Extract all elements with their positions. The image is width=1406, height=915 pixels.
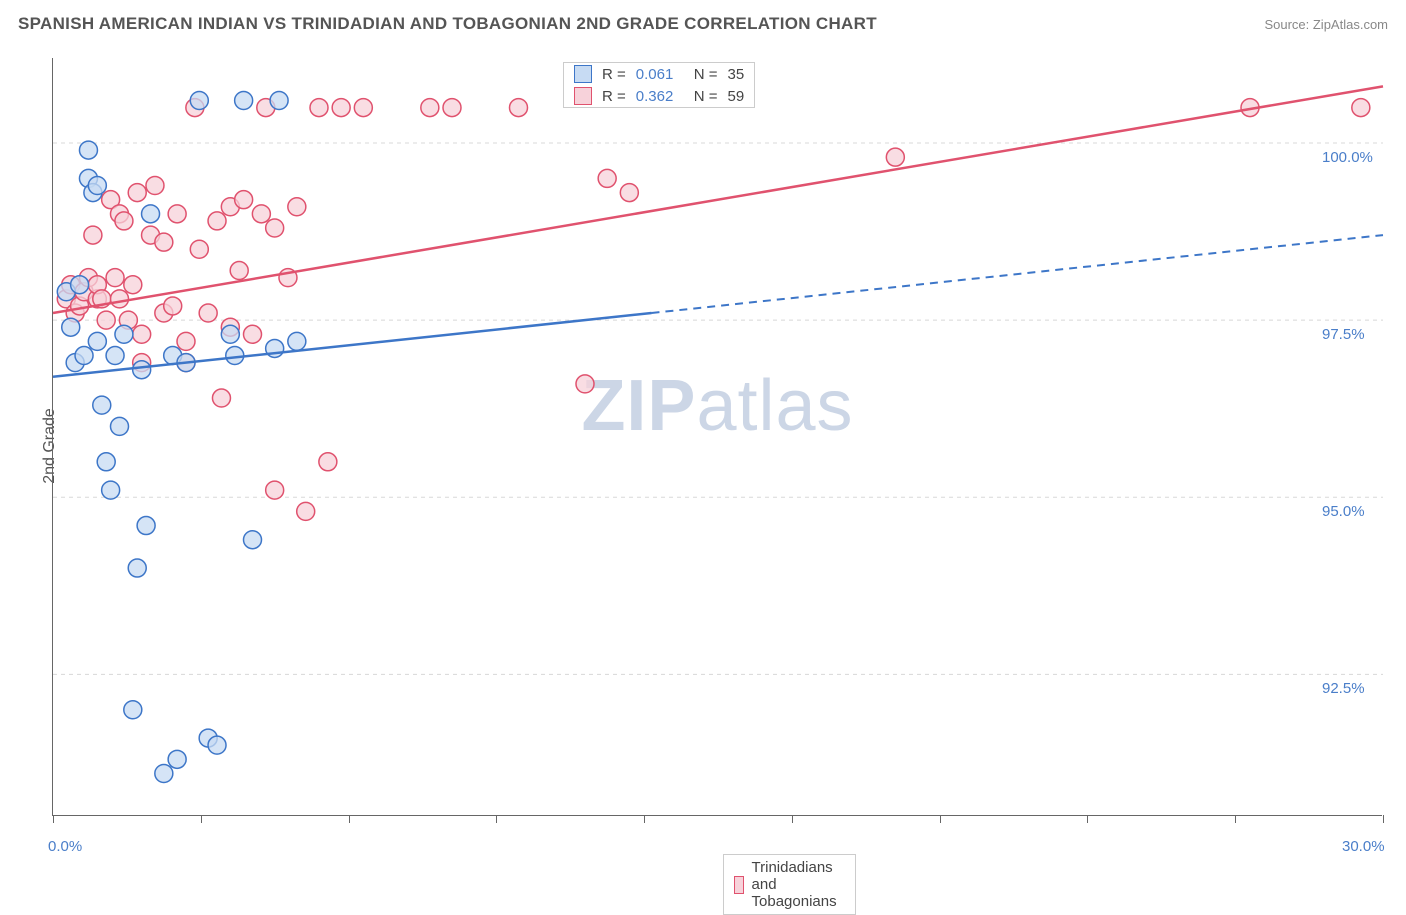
- legend-swatch: [734, 876, 744, 894]
- chart-title: SPANISH AMERICAN INDIAN VS TRINIDADIAN A…: [18, 14, 877, 34]
- x-tick-label: 0.0%: [48, 838, 82, 855]
- x-tick-label: 30.0%: [1342, 838, 1385, 855]
- chart-svg: [53, 58, 1382, 815]
- x-tick: [1235, 815, 1236, 823]
- x-tick: [201, 815, 202, 823]
- stat-r-value: 0.362: [636, 88, 684, 105]
- y-tick-label: 92.5%: [1322, 680, 1365, 697]
- y-tick-label: 97.5%: [1322, 326, 1365, 343]
- source-label: Source: ZipAtlas.com: [1264, 17, 1388, 32]
- stat-n-value: 35: [728, 66, 745, 83]
- stats-row: R = 0.061 N = 35: [564, 63, 754, 85]
- stat-n-label: N =: [694, 66, 718, 83]
- x-tick: [1383, 815, 1384, 823]
- legend-item: Trinidadians and Tobagonians: [723, 854, 856, 915]
- y-tick-label: 100.0%: [1322, 149, 1373, 166]
- stat-n-value: 59: [728, 88, 745, 105]
- x-tick: [940, 815, 941, 823]
- stat-r-label: R =: [602, 88, 626, 105]
- stats-legend: R = 0.061 N = 35 R = 0.362 N = 59: [563, 62, 755, 108]
- x-tick: [496, 815, 497, 823]
- legend-swatch: [574, 87, 592, 105]
- stat-r-value: 0.061: [636, 66, 684, 83]
- x-tick: [644, 815, 645, 823]
- legend-label: Trinidadians and Tobagonians: [752, 859, 846, 910]
- x-tick: [792, 815, 793, 823]
- x-tick: [349, 815, 350, 823]
- x-tick: [1087, 815, 1088, 823]
- title-bar: SPANISH AMERICAN INDIAN VS TRINIDADIAN A…: [18, 14, 1388, 34]
- legend-swatch: [574, 65, 592, 83]
- stat-r-label: R =: [602, 66, 626, 83]
- plot-area: ZIPatlas: [52, 58, 1382, 816]
- stats-row: R = 0.362 N = 59: [564, 85, 754, 107]
- stat-n-label: N =: [694, 88, 718, 105]
- x-tick: [53, 815, 54, 823]
- y-tick-label: 95.0%: [1322, 503, 1365, 520]
